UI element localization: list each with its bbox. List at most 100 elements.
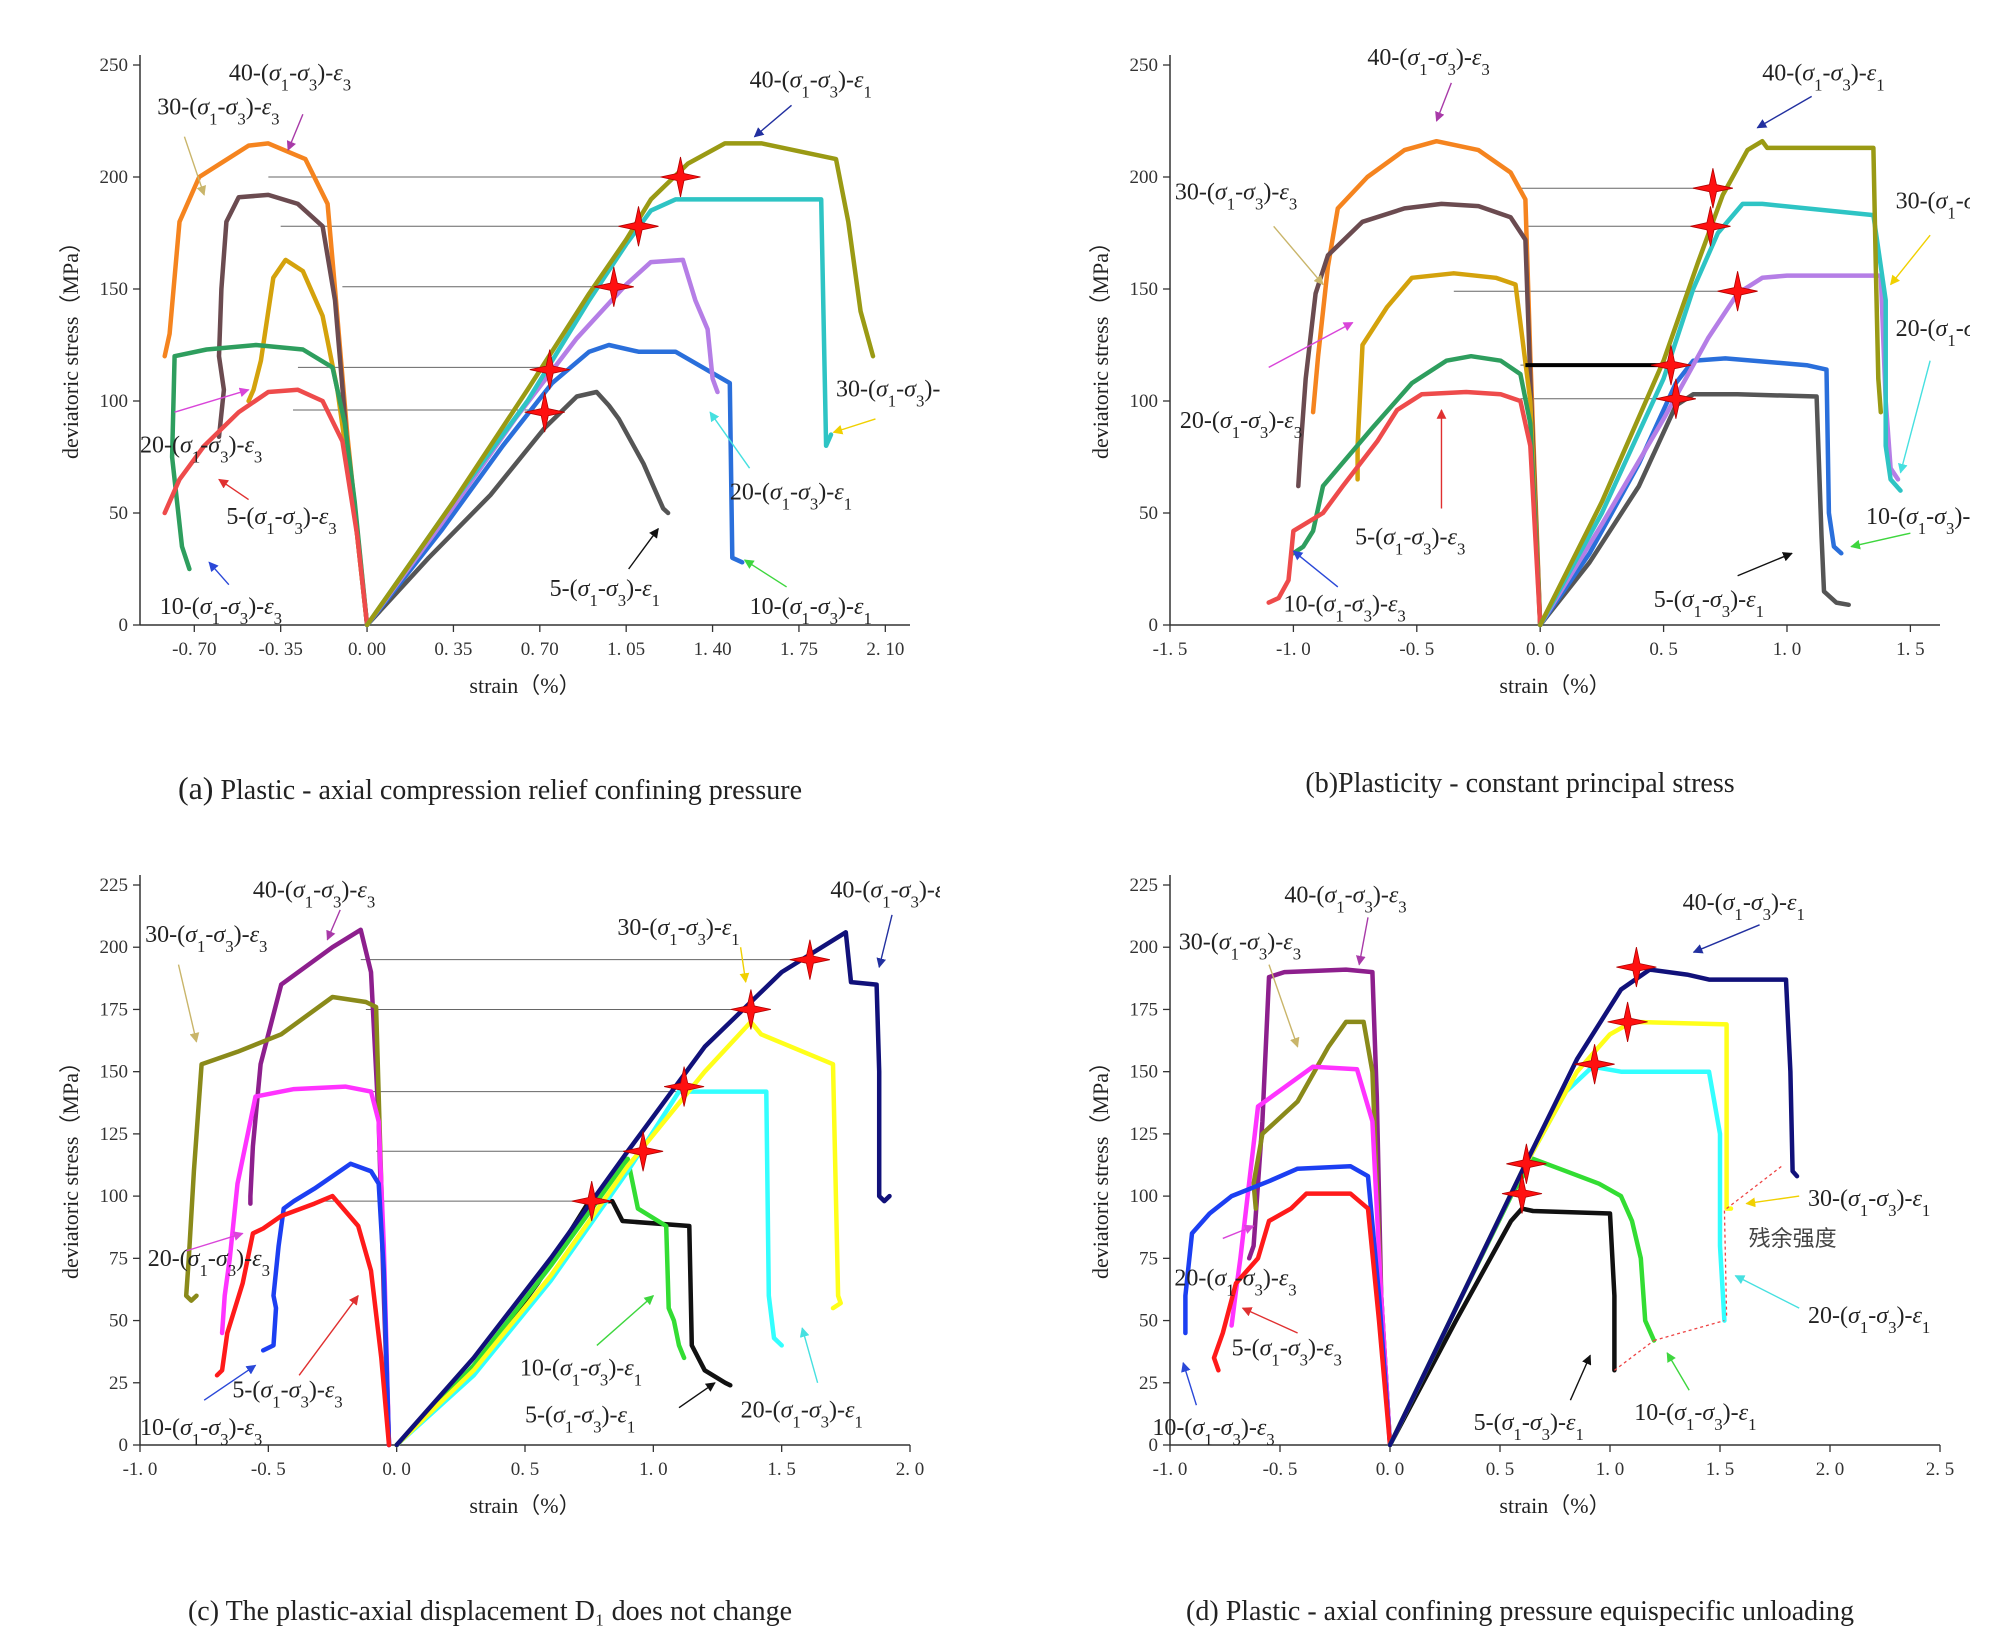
chart-a-curve-label: 10-(σ1-σ3)-ε1	[750, 594, 872, 628]
chart-c-curve-label: 10-(σ1-σ3)-ε3	[140, 1415, 262, 1449]
chart-b-label-arrow	[1268, 321, 1354, 369]
chart-c-y-axis-label: deviatoric stress（MPa）	[58, 1051, 83, 1279]
caption-c-tag: (c)	[187, 1596, 220, 1627]
chart-b-curve-label: 5-(σ1-σ3)-ε1	[1654, 587, 1764, 621]
chart-b-label-arrow	[1435, 82, 1452, 122]
chart-d-x-tick-label: 2. 0	[1816, 1459, 1845, 1480]
chart-a-y-tick-label: 250	[100, 55, 129, 76]
chart-d-label-arrow	[1241, 1307, 1298, 1334]
chart-c-x-axis-label: strain（%）	[469, 1493, 580, 1518]
chart-c-series-30-1-3-3	[183, 994, 392, 1448]
chart-a-label-arrow	[628, 527, 659, 570]
chart-a-x-tick-label: 1. 40	[694, 639, 732, 660]
chart-d-y-tick-label: 150	[1130, 1062, 1159, 1083]
chart-b-y-tick-label: 250	[1130, 55, 1159, 76]
chart-c-x-tick-label: 1. 5	[767, 1459, 796, 1480]
chart-d-curve-label: 30-(σ1-σ3)-ε1	[1808, 1186, 1930, 1220]
caption-d: (d) Plastic - axial confining pressure e…	[1070, 1596, 1970, 1628]
chart-a-label-arrow	[218, 478, 249, 501]
chart-a-peak-star-marker	[529, 349, 570, 390]
chart-b-curve-label: 10-(σ1-σ3)-ε1	[1866, 504, 1970, 538]
chart-c-curve-label: 5-(σ1-σ3)-ε1	[525, 1403, 635, 1437]
chart-a-y-tick-label: 50	[109, 503, 128, 524]
chart-b-svg: -1. 5 -1. 0 -0. 5 0. 0 0. 5 1. 0 1. 5 0 50 100 150…	[1088, 45, 1970, 698]
chart-c-x-tick-label: -1. 0	[123, 1459, 158, 1480]
caption-a-tag: (a)	[177, 770, 214, 806]
chart-a-curve-label: 30-(σ1-σ3)-ε1	[836, 377, 940, 411]
chart-b-label-arrow	[1737, 552, 1793, 577]
chart-b-curve-label: 10-(σ1-σ3)-ε3	[1284, 592, 1406, 626]
chart-d-x-tick-label: 1. 5	[1706, 1459, 1735, 1480]
chart-d-peak-star-marker	[1506, 1143, 1547, 1184]
chart-c-peak-star-marker	[730, 989, 771, 1030]
chart-panel-d: -1. 0 -0. 5 0. 0 0. 5 1. 0 1. 5 2. 0 2. 5 0 25 50 7…	[1070, 840, 1970, 1540]
chart-panel-b: -1. 5 -1. 0 -0. 5 0. 0 0. 5 1. 0 1. 5 0 50 100 150…	[1070, 20, 1970, 720]
chart-a-x-tick-label: 1. 05	[607, 639, 645, 660]
chart-d-peak-star-marker	[1616, 947, 1657, 988]
caption-c-text: The plastic-axial displacement D₁ does n…	[225, 1596, 793, 1627]
caption-d-tag: (d)	[1186, 1596, 1219, 1627]
chart-c-peak-star-marker	[664, 1066, 705, 1107]
chart-a-curve-label: 5-(σ1-σ3)-ε3	[226, 504, 336, 538]
chart-c-y-tick-label: 200	[100, 937, 129, 958]
chart-c-y-tick-label: 50	[109, 1311, 128, 1332]
chart-c-y-tick-label: 25	[109, 1373, 128, 1394]
chart-d-curve-label: 20-(σ1-σ3)-ε3	[1174, 1266, 1296, 1300]
chart-d-curve-label: 20-(σ1-σ3)-ε1	[1808, 1303, 1930, 1337]
chart-b-curve-label: 20-(σ1-σ3)-ε1	[1896, 316, 1970, 350]
chart-c-y-tick-label: 75	[109, 1248, 128, 1269]
chart-d-curve-label: 40-(σ1-σ3)-ε1	[1683, 890, 1805, 924]
chart-d-y-tick-label: 25	[1139, 1373, 1158, 1394]
chart-c-y-tick-label: 0	[119, 1435, 129, 1456]
chart-a-series-5-1-3-1	[364, 389, 671, 628]
chart-a-series-30-1-3-3	[216, 192, 370, 628]
chart-b-x-tick-label: -1. 5	[1153, 639, 1188, 660]
chart-d-y-tick-label: 225	[1130, 875, 1159, 896]
chart-c-label-arrow	[799, 1327, 819, 1383]
chart-b-series-30-1-3-1	[1537, 201, 1903, 628]
chart-d-y-tick-label: 125	[1130, 1124, 1159, 1145]
chart-d-peak-star-marker	[1501, 1173, 1543, 1214]
chart-d-x-axis-label: strain（%）	[1499, 1493, 1610, 1518]
chart-d-y-tick-label: 75	[1139, 1248, 1158, 1269]
chart-c-svg: -1. 0 -0. 5 0. 0 0. 5 1. 0 1. 5 2. 0 0 25 50 75 100…	[58, 875, 940, 1518]
chart-a-label-arrow	[183, 136, 206, 196]
chart-a-series-30-1-3-1	[364, 197, 834, 628]
chart-d-series-5-1-3-3	[1211, 1191, 1393, 1448]
chart-b-series-40-1-3-1	[1537, 138, 1884, 628]
chart-b-curve-label: 40-(σ1-σ3)-ε3	[1367, 45, 1489, 79]
chart-d-series-20-1-3-3	[1229, 1064, 1393, 1448]
chart-a-peak-star-marker	[524, 392, 565, 433]
caption-a: (a) Plastic - axial compression relief c…	[40, 770, 940, 807]
chart-d-curve-label: 5-(σ1-σ3)-ε1	[1474, 1410, 1584, 1444]
chart-b-series-5-1-3-1	[1537, 392, 1851, 628]
chart-c-y-tick-label: 175	[100, 999, 129, 1020]
chart-b-series-10-1-3-1	[1537, 356, 1844, 628]
chart-c-x-tick-label: 1. 0	[639, 1459, 668, 1480]
chart-a-curve-label: 20-(σ1-σ3)-ε1	[730, 480, 852, 514]
chart-b-label-arrow	[1756, 95, 1813, 129]
chart-c-x-tick-label: 2. 0	[896, 1459, 925, 1480]
chart-b-peak-star-marker	[1690, 206, 1731, 247]
chart-a-series-5-1-3-3	[162, 387, 370, 628]
chart-d-y-axis-label: deviatoric stress（MPa）	[1088, 1051, 1113, 1279]
chart-c-peak-star-marker	[571, 1181, 612, 1222]
chart-d-x-tick-label: 2. 5	[1926, 1459, 1955, 1480]
chart-a-x-tick-label: -0. 70	[172, 639, 216, 660]
chart-c-label-arrow	[203, 1364, 257, 1401]
chart-c-curve-label: 10-(σ1-σ3)-ε1	[520, 1355, 642, 1389]
chart-a-series-10-1-3-3	[169, 342, 370, 628]
chart-c-label-arrow	[739, 947, 750, 984]
chart-c-curve-label: 30-(σ1-σ3)-ε3	[145, 922, 267, 956]
chart-d-curve-label: 30-(σ1-σ3)-ε3	[1179, 930, 1301, 964]
chart-a-y-tick-label: 200	[100, 167, 129, 188]
caption-c: (c) The plastic-axial displacement D₁ do…	[40, 1596, 940, 1628]
chart-c-y-tick-label: 150	[100, 1062, 129, 1083]
chart-panel-c: -1. 0 -0. 5 0. 0 0. 5 1. 0 1. 5 2. 0 0 25 50 75 100…	[40, 840, 940, 1540]
chart-b-x-tick-label: 0. 5	[1649, 639, 1678, 660]
chart-a-svg: -0. 70 -0. 35 0. 00 0. 35 0. 70 1. 05 1. 40 1. …	[58, 55, 940, 698]
chart-d-svg: -1. 0 -0. 5 0. 0 0. 5 1. 0 1. 5 2. 0 2. 5 0 25 50 7…	[1088, 875, 1955, 1518]
chart-c-curve-label: 40-(σ1-σ3)-ε1	[830, 877, 940, 911]
chart-a-label-arrow	[743, 559, 787, 588]
chart-a-x-tick-label: 0. 00	[348, 639, 386, 660]
